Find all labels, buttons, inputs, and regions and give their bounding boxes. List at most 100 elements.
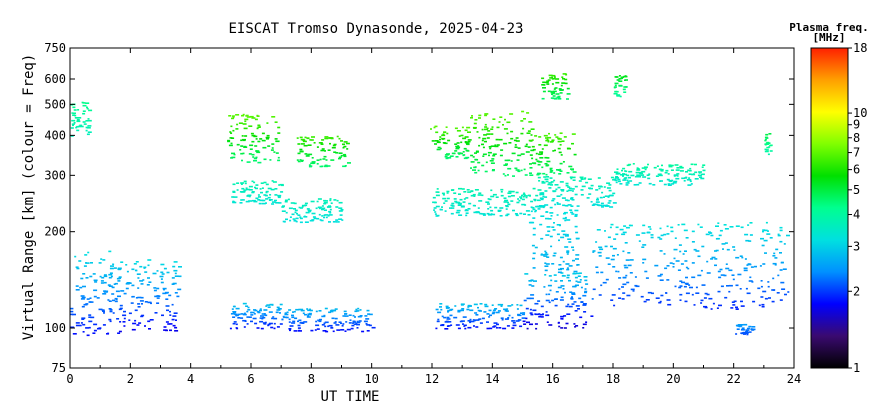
echo-point xyxy=(679,280,683,282)
echo-point xyxy=(522,320,526,323)
echo-point xyxy=(292,218,296,220)
echo-point xyxy=(529,172,532,174)
echo-point xyxy=(252,156,255,158)
echo-point xyxy=(239,202,243,204)
echo-point xyxy=(779,299,783,301)
echo-point xyxy=(606,182,611,184)
echo-point xyxy=(561,76,564,78)
echo-point xyxy=(571,246,574,249)
echo-point xyxy=(240,183,243,185)
echo-point xyxy=(714,258,718,260)
echo-point xyxy=(343,145,347,148)
echo-point xyxy=(511,316,514,319)
echo-point xyxy=(487,198,490,200)
echo-point xyxy=(550,184,553,186)
echo-point xyxy=(435,327,438,330)
echo-point xyxy=(108,273,113,276)
echo-point xyxy=(516,304,519,306)
echo-point xyxy=(257,194,260,196)
echo-point xyxy=(318,207,321,210)
echo-point xyxy=(117,332,121,334)
echo-point xyxy=(556,169,559,171)
echo-point xyxy=(621,298,625,300)
echo-point xyxy=(697,255,701,258)
echo-point xyxy=(571,296,573,298)
echo-point xyxy=(470,161,475,163)
echo-point xyxy=(275,140,280,143)
echo-point xyxy=(260,327,264,330)
echo-point xyxy=(139,300,144,302)
echo-point xyxy=(446,318,451,320)
echo-point xyxy=(674,285,677,288)
echo-point xyxy=(529,163,532,165)
echo-point xyxy=(332,330,335,333)
echo-point xyxy=(443,202,446,204)
echo-point xyxy=(308,165,312,168)
echo-point xyxy=(552,91,555,94)
echo-point xyxy=(282,315,285,318)
echo-point xyxy=(490,133,494,135)
echo-point xyxy=(560,236,565,239)
echo-point xyxy=(80,277,84,280)
echo-point xyxy=(230,142,233,145)
echo-point xyxy=(236,182,240,184)
echo-point xyxy=(590,184,594,187)
echo-point xyxy=(322,158,326,160)
echo-point xyxy=(545,234,550,236)
echo-point xyxy=(566,253,569,255)
echo-point xyxy=(769,144,773,147)
echo-point xyxy=(580,286,583,289)
echo-point xyxy=(655,297,660,299)
echo-point xyxy=(604,195,608,197)
echo-point xyxy=(670,230,674,233)
echo-point xyxy=(481,143,484,146)
echo-point xyxy=(553,179,556,182)
echo-point xyxy=(736,328,740,330)
echo-point xyxy=(685,176,688,179)
echo-point xyxy=(765,133,769,136)
echo-point xyxy=(316,328,320,330)
echo-point xyxy=(647,291,652,294)
echo-point xyxy=(545,252,548,254)
echo-point xyxy=(71,112,74,114)
echo-point xyxy=(562,73,567,75)
echo-point xyxy=(457,309,462,312)
echo-point xyxy=(300,309,305,312)
echo-point xyxy=(94,281,98,283)
echo-point xyxy=(715,225,719,227)
echo-point xyxy=(552,77,556,80)
echo-point xyxy=(291,314,294,317)
echo-point xyxy=(256,127,259,130)
echo-point xyxy=(558,88,562,90)
echo-point xyxy=(605,257,610,259)
echo-point xyxy=(533,198,537,201)
echo-point xyxy=(591,298,594,300)
echo-point xyxy=(540,253,543,255)
echo-point xyxy=(548,301,551,304)
echo-point xyxy=(511,327,515,329)
echo-point xyxy=(283,316,288,319)
echo-point xyxy=(265,198,269,200)
echo-point xyxy=(131,284,135,287)
echo-point xyxy=(87,119,92,122)
echo-point xyxy=(108,308,112,310)
echo-point xyxy=(231,117,234,120)
echo-point xyxy=(80,298,85,300)
echo-point xyxy=(582,303,587,305)
echo-point xyxy=(278,202,282,204)
echo-point xyxy=(767,230,769,232)
echo-point xyxy=(446,197,450,200)
echo-point xyxy=(571,176,576,179)
echo-point xyxy=(523,323,527,325)
echo-point xyxy=(444,142,448,145)
echo-point xyxy=(570,177,573,180)
echo-point xyxy=(532,148,536,151)
echo-point xyxy=(460,303,465,305)
echo-point xyxy=(545,311,548,313)
colorbar-tick-label: 4 xyxy=(853,208,860,222)
echo-point xyxy=(749,234,753,236)
echo-point xyxy=(582,323,587,326)
echo-point xyxy=(172,265,176,268)
echo-point xyxy=(685,283,689,285)
echo-point xyxy=(618,297,622,299)
